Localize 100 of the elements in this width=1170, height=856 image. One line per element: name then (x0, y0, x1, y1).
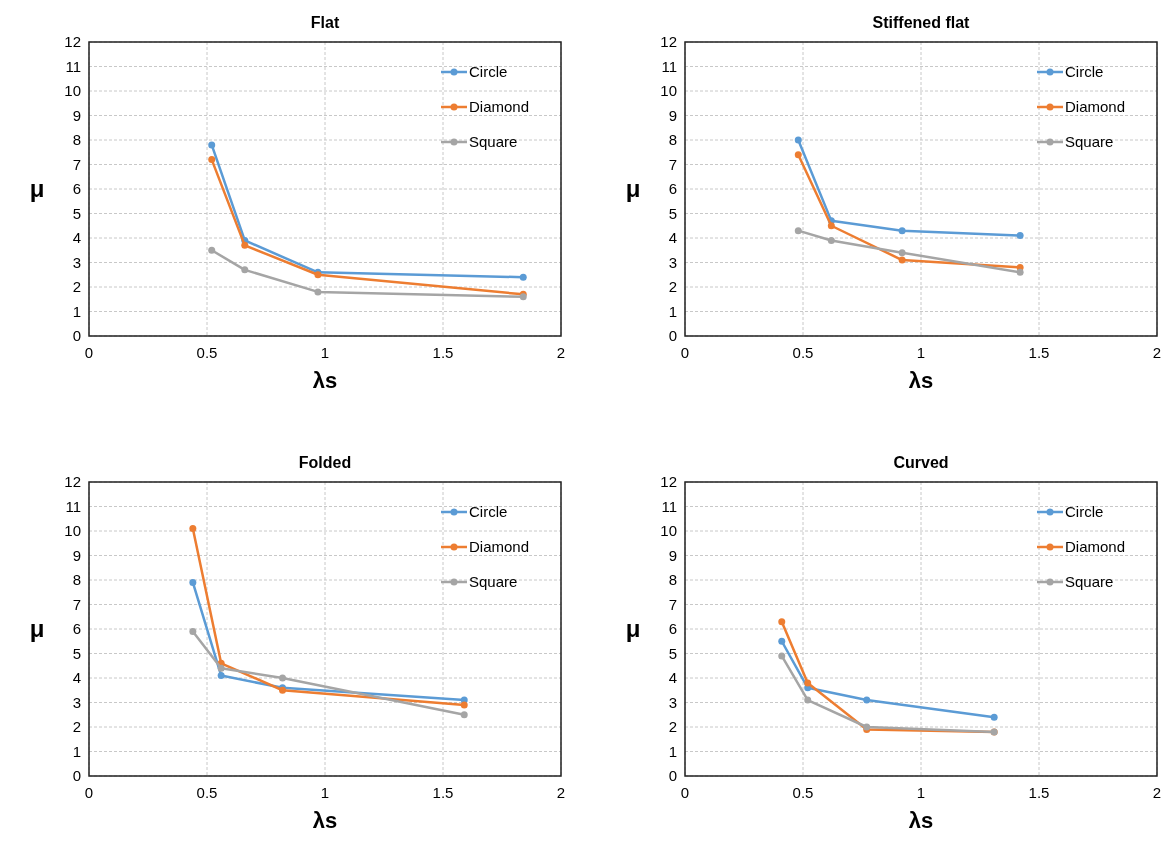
point (827, 236, 835, 244)
point (804, 679, 812, 687)
point (778, 618, 786, 626)
point (898, 256, 906, 264)
y-tick-label: 7 (72, 595, 81, 613)
y-tick-label: 0 (72, 327, 81, 345)
point (804, 696, 812, 704)
y-tick-label: 7 (668, 595, 677, 613)
y-tick-label: 7 (668, 155, 677, 173)
x-tick-label: 2 (1152, 784, 1162, 801)
point (898, 227, 906, 235)
y-tick-label: 6 (72, 180, 81, 198)
point (827, 222, 835, 230)
x-tick-label: 2 (556, 344, 566, 361)
y-axis-title: μ (625, 175, 641, 203)
x-tick-label: 1 (916, 344, 926, 361)
legend-label: Diamond (469, 98, 530, 116)
y-tick-label: 5 (668, 204, 677, 222)
y-tick-label: 1 (668, 302, 677, 320)
point (460, 711, 468, 719)
point (241, 241, 249, 249)
y-tick-label: 3 (72, 253, 81, 271)
y-tick-label: 12 (64, 33, 81, 51)
point (208, 141, 216, 149)
point (898, 249, 906, 257)
y-tick-label: 11 (661, 497, 677, 515)
y-tick-label: 4 (72, 229, 81, 247)
legend-label: Circle (469, 503, 508, 521)
y-tick-label: 4 (668, 229, 677, 247)
y-tick-label: 6 (72, 620, 81, 638)
y-tick-label: 9 (72, 546, 81, 564)
point (794, 136, 802, 144)
point (279, 674, 287, 682)
y-tick-label: 2 (668, 718, 677, 736)
y-tick-label: 9 (668, 546, 677, 564)
point (794, 151, 802, 159)
point (1016, 232, 1024, 240)
y-tick-label: 5 (72, 644, 81, 662)
y-tick-label: 2 (72, 718, 81, 736)
chart-title: Flat (310, 14, 340, 31)
y-tick-label: 0 (72, 767, 81, 785)
point (1016, 268, 1024, 276)
y-tick-label: 8 (668, 571, 677, 589)
point (189, 578, 197, 586)
y-axis-title: μ (29, 615, 45, 643)
x-tick-label: 1 (916, 784, 926, 801)
y-tick-label: 8 (668, 131, 677, 149)
legend-label: Square (469, 573, 518, 591)
x-axis-title: λs (908, 808, 934, 833)
legend-label: Diamond (469, 538, 530, 556)
y-tick-label: 8 (72, 571, 81, 589)
point (208, 156, 216, 164)
chart-title: Folded (298, 454, 352, 471)
y-axis-title: μ (625, 615, 641, 643)
y-tick-label: 11 (661, 57, 677, 75)
x-tick-label: 0 (680, 784, 690, 801)
y-tick-label: 5 (668, 644, 677, 662)
point (519, 273, 527, 281)
y-tick-label: 10 (660, 522, 677, 540)
y-tick-label: 4 (72, 669, 81, 687)
y-tick-label: 10 (64, 522, 81, 540)
y-tick-label: 9 (72, 106, 81, 124)
y-tick-label: 5 (72, 204, 81, 222)
x-tick-label: 0 (84, 344, 94, 361)
y-tick-label: 8 (72, 131, 81, 149)
y-tick-label: 6 (668, 620, 677, 638)
x-axis-title: λs (312, 808, 338, 833)
x-tick-label: 1.5 (432, 344, 454, 361)
x-tick-label: 1 (320, 784, 330, 801)
x-tick-label: 1 (320, 344, 330, 361)
chart-title: Stiffened flat (872, 14, 971, 31)
legend-label: Square (1065, 573, 1114, 591)
x-tick-label: 0.5 (196, 344, 218, 361)
y-tick-label: 1 (668, 742, 677, 760)
legend-label: Diamond (1065, 538, 1126, 556)
point (241, 266, 249, 274)
y-tick-label: 2 (72, 278, 81, 296)
y-tick-label: 0 (668, 767, 677, 785)
y-tick-label: 3 (668, 253, 677, 271)
legend-label: Circle (1065, 63, 1104, 81)
point (189, 627, 197, 635)
legend-label: Square (1065, 133, 1114, 151)
x-axis-title: λs (312, 368, 338, 393)
x-tick-label: 0 (84, 784, 94, 801)
chart-title: Curved (893, 454, 949, 471)
y-tick-label: 10 (64, 82, 81, 100)
x-tick-label: 0 (680, 344, 690, 361)
x-tick-label: 2 (556, 784, 566, 801)
y-tick-label: 4 (668, 669, 677, 687)
y-tick-label: 7 (72, 155, 81, 173)
point (189, 525, 197, 533)
point (217, 672, 225, 680)
point (314, 288, 322, 296)
y-tick-label: 12 (64, 473, 81, 491)
x-tick-label: 2 (1152, 344, 1162, 361)
y-tick-label: 6 (668, 180, 677, 198)
y-tick-label: 9 (668, 106, 677, 124)
point (217, 664, 225, 672)
point (863, 696, 871, 704)
point (794, 227, 802, 235)
